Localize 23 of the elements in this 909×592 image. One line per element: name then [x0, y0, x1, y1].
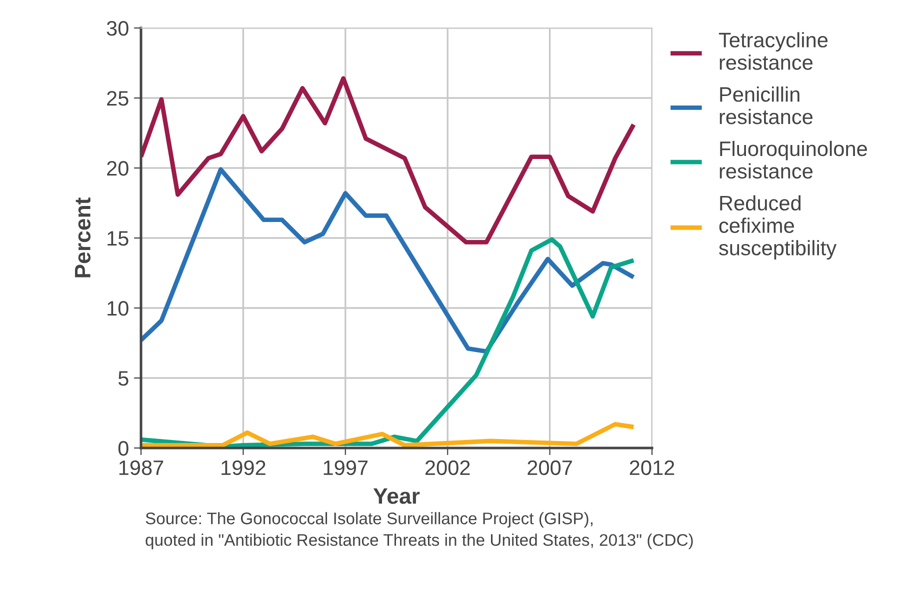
y-axis-title: Percent — [75, 198, 91, 278]
x-axis-title: Year — [373, 488, 420, 504]
y-tick-label: 20 — [107, 161, 128, 176]
x-tick-label: 2002 — [425, 460, 470, 476]
x-tick-label: 1992 — [222, 460, 266, 476]
x-tick-label: 1997 — [324, 460, 368, 476]
y-tick-label: 5 — [118, 371, 128, 386]
y-tick-label: 25 — [107, 91, 128, 106]
legend-label: Reduced cefixime susceptibility — [719, 195, 837, 260]
legend-label: Penicillin resistance — [720, 86, 812, 124]
y-tick-label: 10 — [108, 301, 128, 316]
legend-label: Fluoroquinolone resistance — [720, 140, 867, 179]
legend-label: Tetracycline resistance — [718, 32, 828, 70]
y-tick-label: 30 — [106, 21, 128, 36]
x-tick-label: 2007 — [528, 460, 572, 476]
y-tick-label: 0 — [118, 441, 128, 456]
line-series — [141, 76, 636, 244]
line-series — [141, 167, 636, 354]
source-note: Source: The Gonococcal Isolate Surveillance Project (GISP), quoted in "Antibiotic Resistance Threats in the United States, 2013" (CDC) — [146, 512, 693, 550]
x-tick-label: 2012 — [630, 460, 674, 476]
x-tick-label: 1987 — [119, 460, 164, 476]
y-tick-label: 15 — [108, 231, 128, 246]
line-series — [141, 422, 636, 448]
